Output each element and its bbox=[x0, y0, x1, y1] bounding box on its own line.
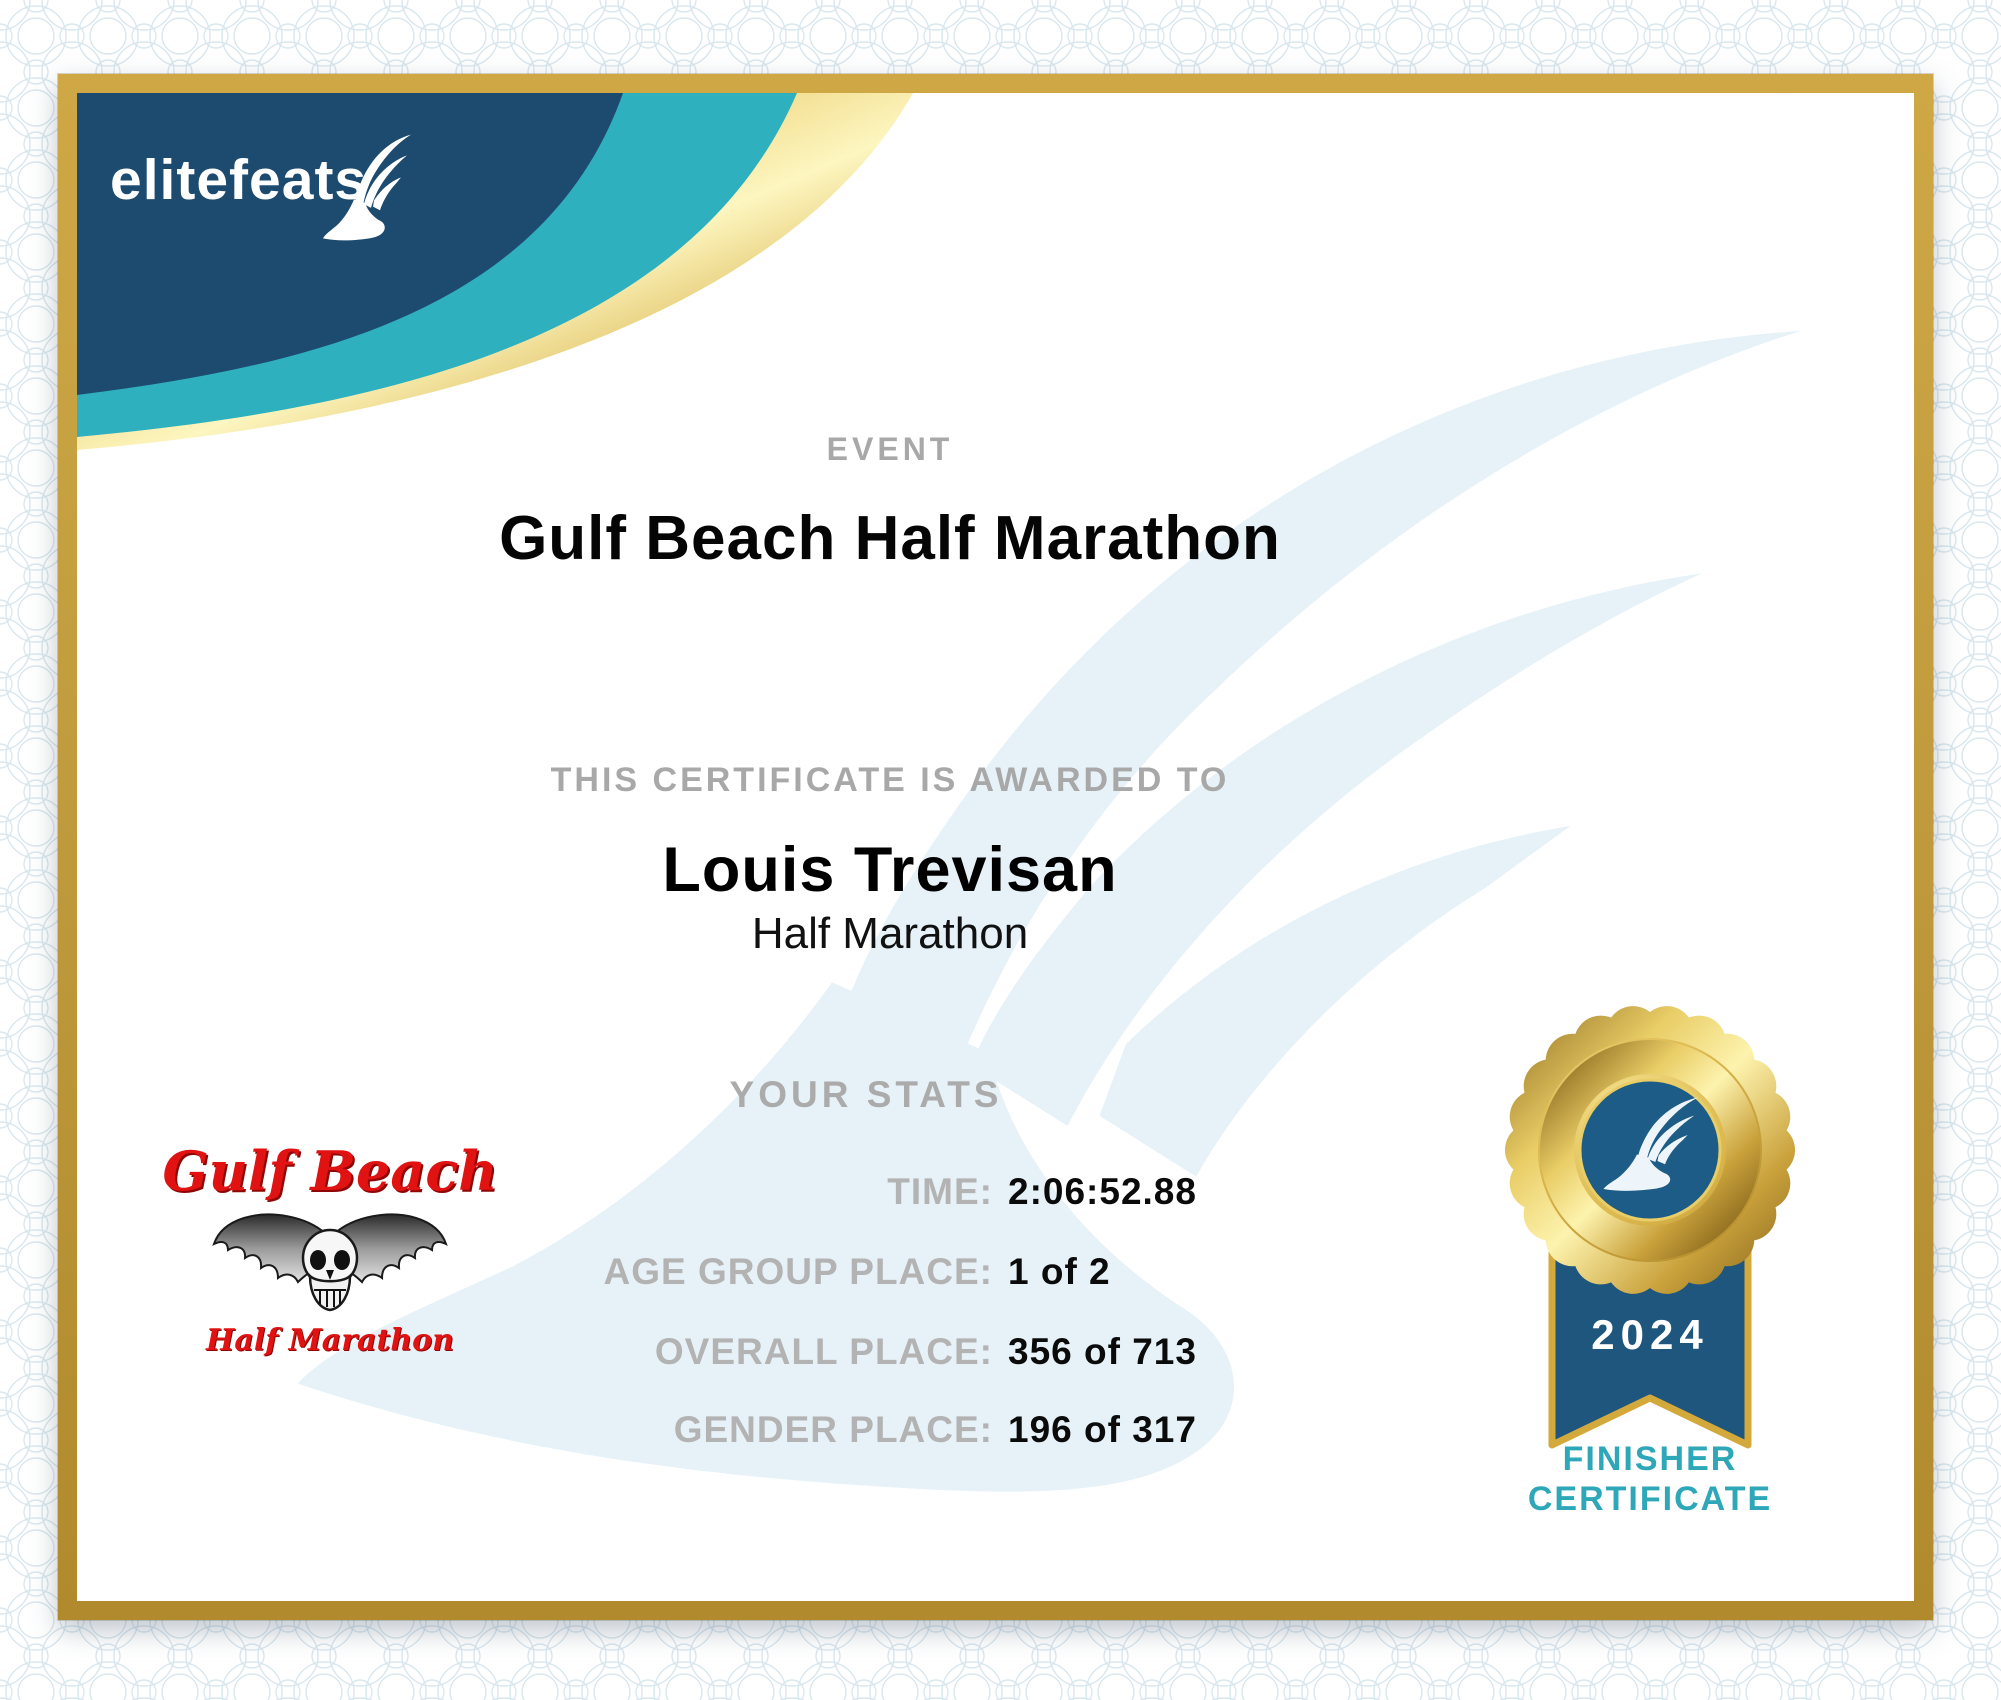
recipient-name: Louis Trevisan bbox=[662, 835, 1118, 905]
certificate-body: elitefeats EVENT Gulf Beach Half Maratho… bbox=[77, 93, 1914, 1601]
stat-row-time: TIME: 2:06:52.88 bbox=[77, 1171, 1196, 1217]
stat-row-age-group-place: AGE GROUP PLACE: 1 of 2 bbox=[77, 1251, 1110, 1297]
stat-value: 196 of 317 bbox=[1008, 1409, 1197, 1450]
navy-swoosh bbox=[77, 93, 623, 395]
stat-label: TIME: bbox=[887, 1171, 993, 1212]
medal-caption: FINISHER CERTIFICATE bbox=[1528, 1439, 1772, 1519]
event-name: Gulf Beach Half Marathon bbox=[499, 504, 1281, 573]
header-swoosh bbox=[77, 93, 913, 450]
event-label: EVENT bbox=[826, 431, 954, 467]
award-line: THIS CERTIFICATE IS AWARDED TO bbox=[550, 761, 1230, 799]
recipient-division: Half Marathon bbox=[751, 909, 1029, 958]
gold-frame: elitefeats EVENT Gulf Beach Half Maratho… bbox=[58, 74, 1933, 1620]
skull-batwings-icon bbox=[212, 1213, 448, 1312]
stat-label: GENDER PLACE: bbox=[673, 1409, 993, 1450]
stat-row-overall-place: OVERALL PLACE: 356 of 713 bbox=[77, 1331, 1196, 1377]
winged-foot-icon bbox=[323, 134, 411, 241]
stat-label: OVERALL PLACE: bbox=[654, 1331, 993, 1372]
stat-label: AGE GROUP PLACE: bbox=[603, 1251, 993, 1292]
event-logo-title: Gulf Beach bbox=[162, 1139, 498, 1203]
event-logo-subtitle: Half Marathon bbox=[206, 1323, 454, 1358]
stat-row-gender-place: GENDER PLACE: 196 of 317 bbox=[77, 1409, 1196, 1455]
stat-value: 356 of 713 bbox=[1008, 1331, 1197, 1372]
stats-heading: YOUR STATS bbox=[729, 1074, 1003, 1115]
medal-caption-line2: CERTIFICATE bbox=[1527, 1480, 1773, 1518]
stat-value: 1 of 2 bbox=[1008, 1251, 1111, 1292]
stat-value: 2:06:52.88 bbox=[1008, 1171, 1197, 1212]
brand-wordmark: elitefeats bbox=[110, 148, 368, 212]
medal-caption-line1: FINISHER bbox=[1562, 1440, 1738, 1478]
finisher-medal bbox=[1504, 1006, 1796, 1449]
medal-year: 2024 bbox=[1591, 1311, 1709, 1358]
